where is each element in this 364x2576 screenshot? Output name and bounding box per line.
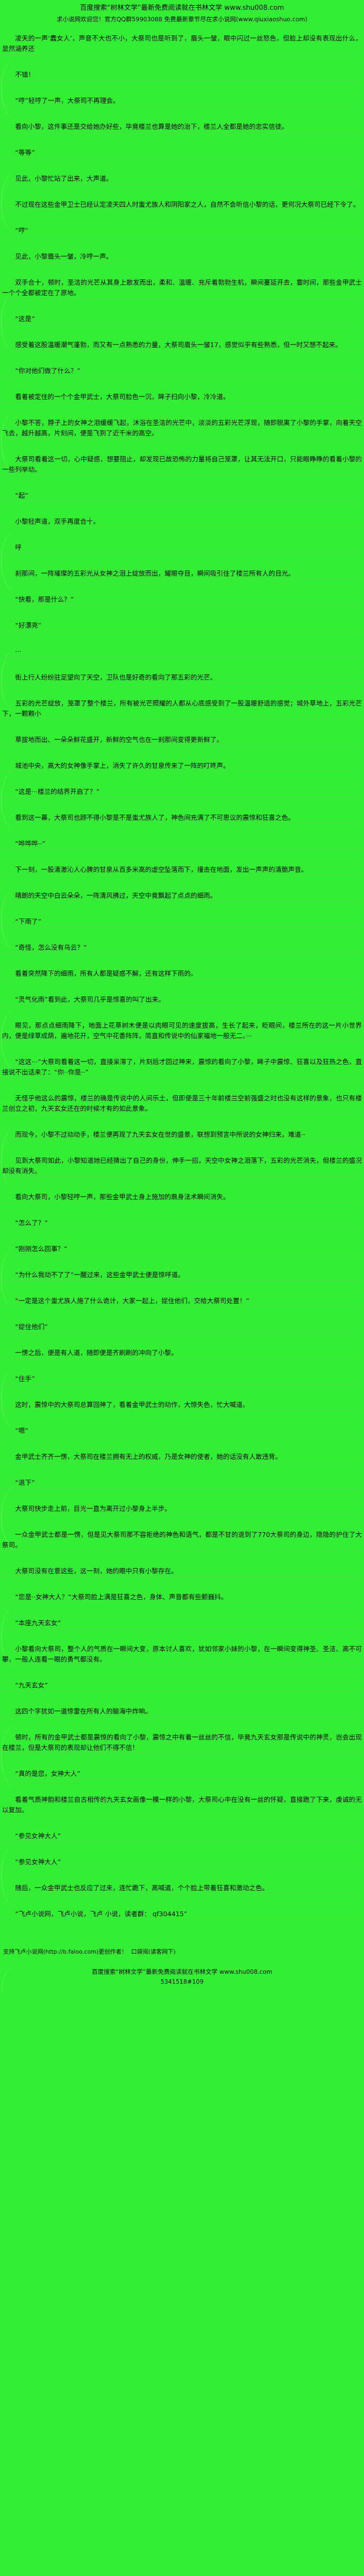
chapter-paragraph: “刚刚怎么回事？” (2, 1244, 362, 1255)
chapter-paragraph: “起” (2, 490, 362, 501)
chapter-paragraph: “你对他们做了什么？” (2, 366, 362, 377)
chapter-paragraph: 城池中央，高大的女神像手掌上，消失了许久的甘泉传来了一阵的叮咚声。 (2, 761, 362, 772)
chapter-paragraph: “退下” (2, 1478, 362, 1489)
chapter-paragraph: “这是” (2, 314, 362, 325)
chapter-paragraph: “哼”轻哼了一声，大祭司不再理会。 (2, 96, 362, 107)
site-footer: 支持飞卢小说网(http://b.faloo.com)更创作者！ 口袋阅(读客网… (0, 1940, 364, 1991)
chapter-paragraph: 呼 (2, 542, 362, 553)
header-promo-line-2: 求小说网欢迎您！官方QQ群59903088 免费最新章节尽在求小说网(www.q… (56, 16, 308, 23)
chapter-paragraph: 看着突然降下的细雨，所有人都是疑惑不解，还有这样下雨的。 (2, 968, 362, 979)
chapter-paragraph: 看向小黎，这件事还是交给她办好些，毕竟楼兰也算是她的治下，楼兰人全都是她的忠实信… (2, 122, 362, 132)
chapter-paragraph: “快看，那是什么？” (2, 594, 362, 605)
chapter-paragraph: 不过现在这些金甲卫士已经认定凌天四人时蚩尤族人和阴阳家之人，自然不会听信小黎的话… (2, 200, 362, 210)
chapter-paragraph: “为什么我动不了了”一醒过来，这些金甲武士便是惊呼道。 (2, 1270, 362, 1281)
chapter-paragraph: 一愣之后，便是有人道，随即便是齐刷刷的冲向了小黎。 (2, 1348, 362, 1359)
footer-extra-text[interactable]: 口袋阅(读客网下) (131, 1948, 176, 1955)
chapter-paragraph: “等等” (2, 148, 362, 158)
chapter-paragraph: 一众金甲武士都是一愣，但是见大祭司那不容拒绝的神色和语气，都是不甘的退到了770… (2, 1530, 362, 1551)
site-header: 百度搜索“树林文学”最新免费阅读就在书林文学 www.shu008.com 求小… (0, 0, 364, 24)
chapter-paragraph: “这这···”大祭司看着这一切，直接呆滞了，片刻后才回过神来，震惊的看向了小黎，… (2, 1057, 362, 1078)
chapter-paragraph: “哼” (2, 225, 362, 236)
chapter-paragraph: 街上行人纷纷驻足望向了天空，卫队也是好奇的看向了那五彩的光芒。 (2, 672, 362, 683)
chapter-paragraph: 下一刻，一股清澈沁人心脾的甘泉从百多米高的虚空坠落而下，撞击在地面，发出一声声的… (2, 865, 362, 875)
chapter-paragraph: “九天玄女” (2, 1680, 362, 1691)
chapter-paragraph: 大祭司看着这一切，心中疑惑，想要阻止，却发现已故恐怖的力量将自己笼罩，让其无法开… (2, 454, 362, 475)
chapter-paragraph: 双手合十，顿时，圣洁的光芒从其身上散发而出，柔和、温暖、充斥着勃勃生机，瞬间蔓延… (2, 277, 362, 299)
chapter-paragraph: 见此，小黎眉头一皱，冷哼一声。 (2, 251, 362, 262)
chapter-paragraph: 刹那间，一阵璀璨的五彩光从女神之泪上绽放而出，耀眼夺目，瞬间吸引住了楼兰所有人的… (2, 568, 362, 579)
chapter-paragraph: “您是··女神大人？”大祭司脸上满是狂喜之色，身体、声音都有些颤巍抖。 (2, 1592, 362, 1603)
chapter-paragraph: 不错！ (2, 70, 362, 81)
chapter-paragraph: 感受着这股温暖潮气蓬勃，而又有一点熟悉的力量，大祭司眉头一皱17，感觉似乎有些熟… (2, 340, 362, 351)
chapter-paragraph: 而现今，小黎不过动动手，楼兰便再现了九天玄女在世的盛景，联想到预言中所说的女神归… (2, 1130, 362, 1140)
footer-support-line: 支持飞卢小说网(http://b.faloo.com)更创作者！ 口袋阅(读客网… (3, 1947, 361, 1956)
chapter-paragraph: 看着被定住的一个个金甲武士，大祭司脸色一沉，眸子扫向小黎，冷冷道。 (2, 392, 362, 403)
chapter-paragraph: 五彩的光芒绽放，笼罩了整个楼兰，所有被光芒照耀的人都从心底感受到了一股温暖舒适的… (2, 698, 362, 720)
chapter-paragraph: 小黎轻声道，双手再度合十。 (2, 516, 362, 527)
chapter-paragraph: “捉住他们” (2, 1322, 362, 1333)
chapter-paragraph: “一定是这个蚩尤族人施了什么诡计，大家一起上，捉住他们，交给大祭司处置！” (2, 1296, 362, 1307)
chapter-paragraph: 草拔地而出、一朵朵鲜花盛开，新鲜的空气也在一刹那间变得更新鲜了。 (2, 735, 362, 746)
footer-code: 5341518#109 (160, 1978, 204, 1985)
chapter-paragraph: 顿时，所有的金甲武士都是震惊的看向了小黎，震惊之中有着一丝丝的不信，毕竟九天玄女… (2, 1732, 362, 1754)
chapter-paragraph: “哗哗哗··” (2, 839, 362, 849)
footer-support-text[interactable]: 支持飞卢小说网(http://b.faloo.com)更创作者！ (3, 1948, 127, 1955)
chapter-paragraph: “本座九天玄女” (2, 1618, 362, 1629)
chapter-paragraph: 见到大祭司如此，小黎知道她已经猜出了自己的身份，伸手一招，天空中女神之泪落下，五… (2, 1156, 362, 1177)
chapter-paragraph: 大祭司没有在意这些，这一刻，她的眼中只有小黎存在。 (2, 1566, 362, 1577)
chapter-paragraph: “灵气化雨”看到此，大祭司几乎是惊喜的叫了出来。 (2, 994, 362, 1005)
chapter-paragraph: 随后，一众金甲武士也反应了过来，连忙跪下，高喊道，个个脸上带着狂喜和激动之色。 (2, 1883, 362, 1894)
chapter-paragraph: “住手” (2, 1374, 362, 1385)
chapter-paragraph: 小黎看向大祭司，整个人的气质在一瞬间大变，原本讨人喜欢，犹如邻家小妹的小黎，在一… (2, 1644, 362, 1665)
chapter-paragraph: 凌天的一声‘蠢女人’，声音不大也不小，大祭司也是听到了，眉头一皱，眼中闪过一丝怒… (2, 33, 362, 55)
chapter-paragraph: “参见女神大人” (2, 1857, 362, 1868)
chapter-paragraph: “奇怪，怎么没有乌云？” (2, 942, 362, 953)
chapter-paragraph: “下雨了” (2, 917, 362, 927)
chapter-paragraph: “这是···楼兰的结界开启了？” (2, 787, 362, 798)
chapter-paragraph: “嗯” (2, 1426, 362, 1437)
chapter-paragraph: 见此，小黎忙站了出来，大声道。 (2, 174, 362, 184)
chapter-paragraph: “参见女神大人” (2, 1831, 362, 1842)
footer-promo-line: 百度搜索“树林文学”最新免费阅读就在书林文学 www.shu008.com (92, 1968, 272, 1975)
chapter-content: 凌天的一声‘蠢女人’，声音不大也不小，大祭司也是听到了，眉头一皱，眼中闪过一丝怒… (0, 24, 364, 1940)
header-promo-line-1: 百度搜索“树林文学”最新免费阅读就在书林文学 www.shu008.com (80, 4, 284, 12)
chapter-paragraph: ··· (2, 646, 362, 657)
chapter-paragraph: “好漂亮” (2, 620, 362, 631)
chapter-paragraph: 看到这一幕，大祭司也顾不得小黎是不是蚩尤族人了，神色间充满了不可思议的震惊和狂喜… (2, 813, 362, 824)
chapter-paragraph: 这四个字犹如一道惊雷在所有人的脑海中炸响。 (2, 1706, 362, 1717)
footer-bottom: 百度搜索“树林文学”最新免费阅读就在书林文学 www.shu008.com 53… (3, 1968, 361, 1986)
chapter-paragraph: 无怪乎他这么的震惊，楼兰的确是传说中的人间乐土，但即使是三十年前楼兰空前强盛之时… (2, 1093, 362, 1114)
chapter-paragraph: 大祭司快步走上前，目光一直为离开过小黎身上半步。 (2, 1504, 362, 1515)
chapter-paragraph: “真的是您，女神大人” (2, 1769, 362, 1780)
chapter-paragraph: 小黎不答，脖子上的女神之泪缓缓飞起，沐浴在圣洁的光芒中，淡淡的五彩光芒浮现，随即… (2, 418, 362, 439)
chapter-paragraph: 这时，震惊中的大祭司总算回神了，看着金甲武士的动作，大惊失色，忙大喊道。 (2, 1400, 362, 1411)
chapter-paragraph: 金甲武士齐齐一愣，大祭司在楼兰拥有无上的权威，乃是女神的使者，她的话没有人敢违背… (2, 1452, 362, 1463)
novel-reader-page: 百度搜索“树林文学”最新免费阅读就在书林文学 www.shu008.com 求小… (0, 0, 364, 1991)
chapter-paragraph: 晴朗的天空中白云朵朵，一阵清风拂过，天空中竟飘起了点点的细雨。 (2, 891, 362, 901)
chapter-paragraph: 看向大祭司，小黎轻哼一声，那些金甲武士身上施加的鼎身法术瞬间消失。 (2, 1192, 362, 1203)
chapter-paragraph: 看着气质神韵和楼兰自古相传的九天玄女画像一模一样的小黎，大祭司心中在没有一丝的怀… (2, 1795, 362, 1816)
chapter-paragraph: 眼见，那点点细雨降下，地面上花草树木便是以肉眼可见的速度拔高，生长了起来，眨眼间… (2, 1020, 362, 1042)
chapter-paragraph: “飞卢小说网，飞卢小说，飞卢 小说，读者群： qf304415” (2, 1909, 362, 1920)
chapter-paragraph: “怎么了？” (2, 1218, 362, 1229)
